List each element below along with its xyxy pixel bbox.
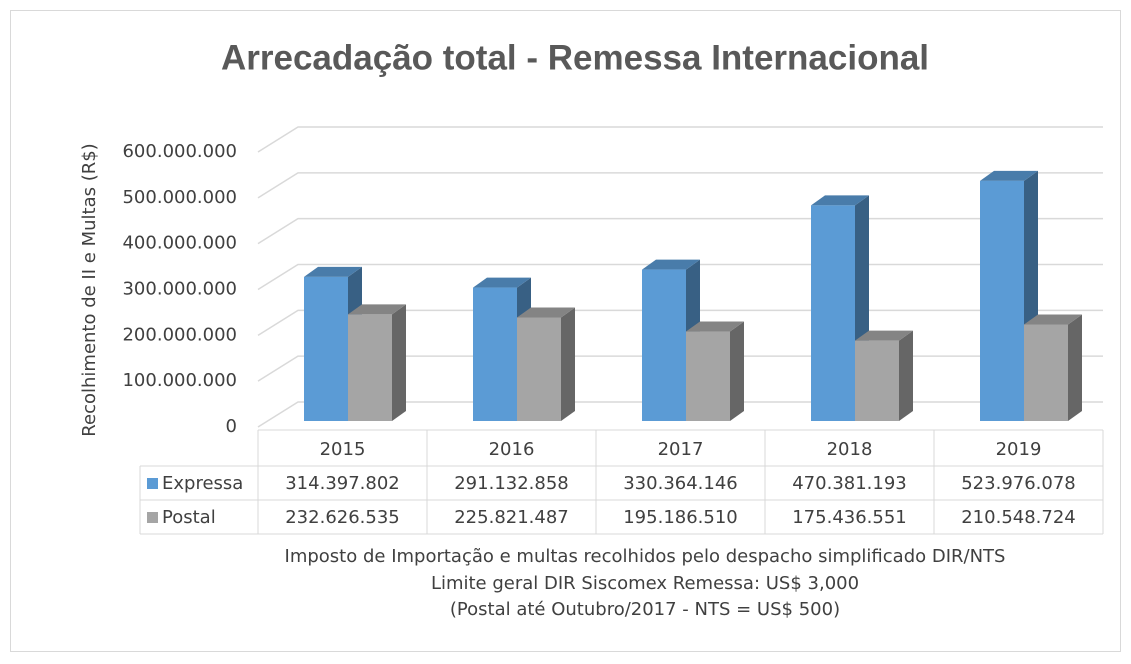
bar-side [1068, 314, 1082, 421]
bar-side [392, 304, 406, 421]
table-value: 330.364.146 [623, 473, 738, 494]
bar-side [730, 321, 744, 421]
table-value: 291.132.858 [454, 473, 569, 494]
grid-line [257, 126, 1103, 153]
chart-title: Arrecadação total - Remessa Internaciona… [221, 38, 929, 77]
y-axis-label: Recolhimento de II e Multas (R$) [79, 143, 100, 436]
legend-label: Expressa [162, 473, 243, 494]
bar-side [561, 307, 575, 421]
y-tick-label: 300.000.000 [122, 279, 237, 300]
legend-swatch [147, 478, 158, 489]
bar [686, 321, 744, 421]
y-tick-label: 600.000.000 [122, 141, 237, 162]
note: Imposto de Importação e multas recolhido… [285, 546, 1006, 567]
table-value: 175.436.551 [792, 507, 907, 528]
grid-line [257, 172, 1103, 199]
bar-top [1024, 314, 1082, 325]
bar-front [686, 331, 730, 421]
table-value: 195.186.510 [623, 507, 738, 528]
bar-front [1024, 324, 1068, 421]
table-value: 314.397.802 [285, 473, 400, 494]
bar-front [348, 314, 392, 421]
bar-top [642, 259, 700, 270]
bar [1024, 314, 1082, 421]
x-tick-label: 2019 [996, 439, 1042, 460]
table-value: 225.821.487 [454, 507, 569, 528]
bar [517, 307, 575, 421]
legend-swatch [147, 512, 158, 523]
table-value: 470.381.193 [792, 473, 907, 494]
x-tick-label: 2018 [827, 439, 873, 460]
bar-top [686, 321, 744, 332]
y-tick-label: 0 [226, 416, 237, 437]
y-tick-label: 200.000.000 [122, 324, 237, 345]
bar-side [899, 330, 913, 421]
bar [855, 330, 913, 421]
bar-front [980, 180, 1024, 421]
bar-top [473, 277, 531, 288]
bar-front [304, 276, 348, 421]
table-value: 210.548.724 [961, 507, 1076, 528]
bar [348, 304, 406, 421]
x-tick-label: 2017 [658, 439, 704, 460]
bar-top [855, 330, 913, 341]
bar-front [642, 269, 686, 421]
bar-front [517, 317, 561, 421]
table-value: 523.976.078 [961, 473, 1076, 494]
legend-label: Postal [162, 507, 216, 528]
x-tick-label: 2015 [320, 439, 366, 460]
y-tick-label: 100.000.000 [122, 370, 237, 391]
bar-top [348, 304, 406, 315]
bar-top [304, 266, 362, 277]
note: Limite geral DIR Siscomex Remessa: US$ 3… [431, 573, 859, 594]
bar-front [473, 287, 517, 421]
bar-top [517, 307, 575, 318]
bar-top [811, 195, 869, 206]
bar-front [855, 340, 899, 421]
y-tick-label: 500.000.000 [122, 187, 237, 208]
x-tick-label: 2016 [489, 439, 535, 460]
y-tick-label: 400.000.000 [122, 233, 237, 254]
bar-top [980, 170, 1038, 181]
bar-front [811, 205, 855, 421]
table-value: 232.626.535 [285, 507, 400, 528]
note: (Postal até Outubro/2017 - NTS = US$ 500… [450, 599, 840, 620]
